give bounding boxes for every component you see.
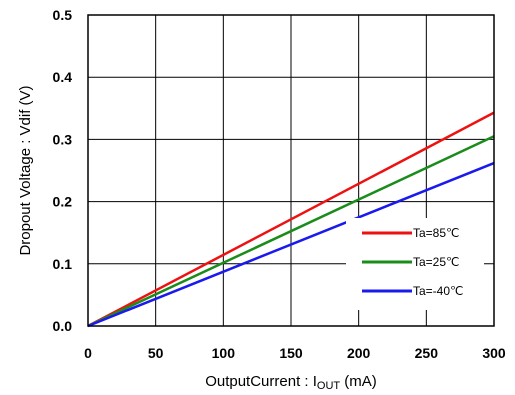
y-tick-label-3: 0.3	[53, 131, 73, 147]
plot-lines	[87, 111, 495, 328]
legend: Ta=85℃ Ta=25℃ Ta=-40℃	[362, 226, 464, 298]
x-tick-label-5: 250	[415, 345, 439, 361]
x-axis-label-subscript: OUT	[317, 380, 341, 392]
legend-label-1: Ta=25℃	[413, 255, 460, 269]
y-tick-label-0: 0.0	[53, 318, 73, 334]
x-tick-labels: 0 50 100 150 200 250 300	[84, 345, 506, 361]
legend-label-2: Ta=-40℃	[413, 284, 464, 298]
x-tick-label-6: 300	[482, 345, 506, 361]
y-tick-labels: 0.0 0.1 0.2 0.3 0.4 0.5	[53, 7, 73, 334]
series-line-0	[87, 111, 495, 328]
x-axis-label-main: OutputCurrent : I	[205, 373, 317, 390]
y-axis-label: Dropout Voltage : Vdif (V)	[17, 85, 34, 255]
y-tick-label-5: 0.5	[53, 7, 73, 23]
x-tick-label-4: 200	[347, 345, 371, 361]
y-tick-label-4: 0.4	[53, 69, 73, 85]
y-tick-label-2: 0.2	[53, 194, 73, 210]
series-line-1	[87, 135, 495, 328]
x-tick-label-3: 150	[279, 345, 303, 361]
series-line-2	[87, 161, 495, 328]
plot-frame	[87, 14, 495, 327]
x-tick-label-0: 0	[84, 345, 92, 361]
x-axis-label: OutputCurrent : IOUT (mA)	[205, 373, 377, 392]
y-tick-label-1: 0.1	[53, 256, 73, 272]
x-axis-label-unit: (mA)	[340, 373, 377, 390]
x-tick-label-1: 50	[148, 345, 164, 361]
x-tick-label-2: 100	[212, 345, 236, 361]
legend-label-0: Ta=85℃	[413, 226, 460, 240]
